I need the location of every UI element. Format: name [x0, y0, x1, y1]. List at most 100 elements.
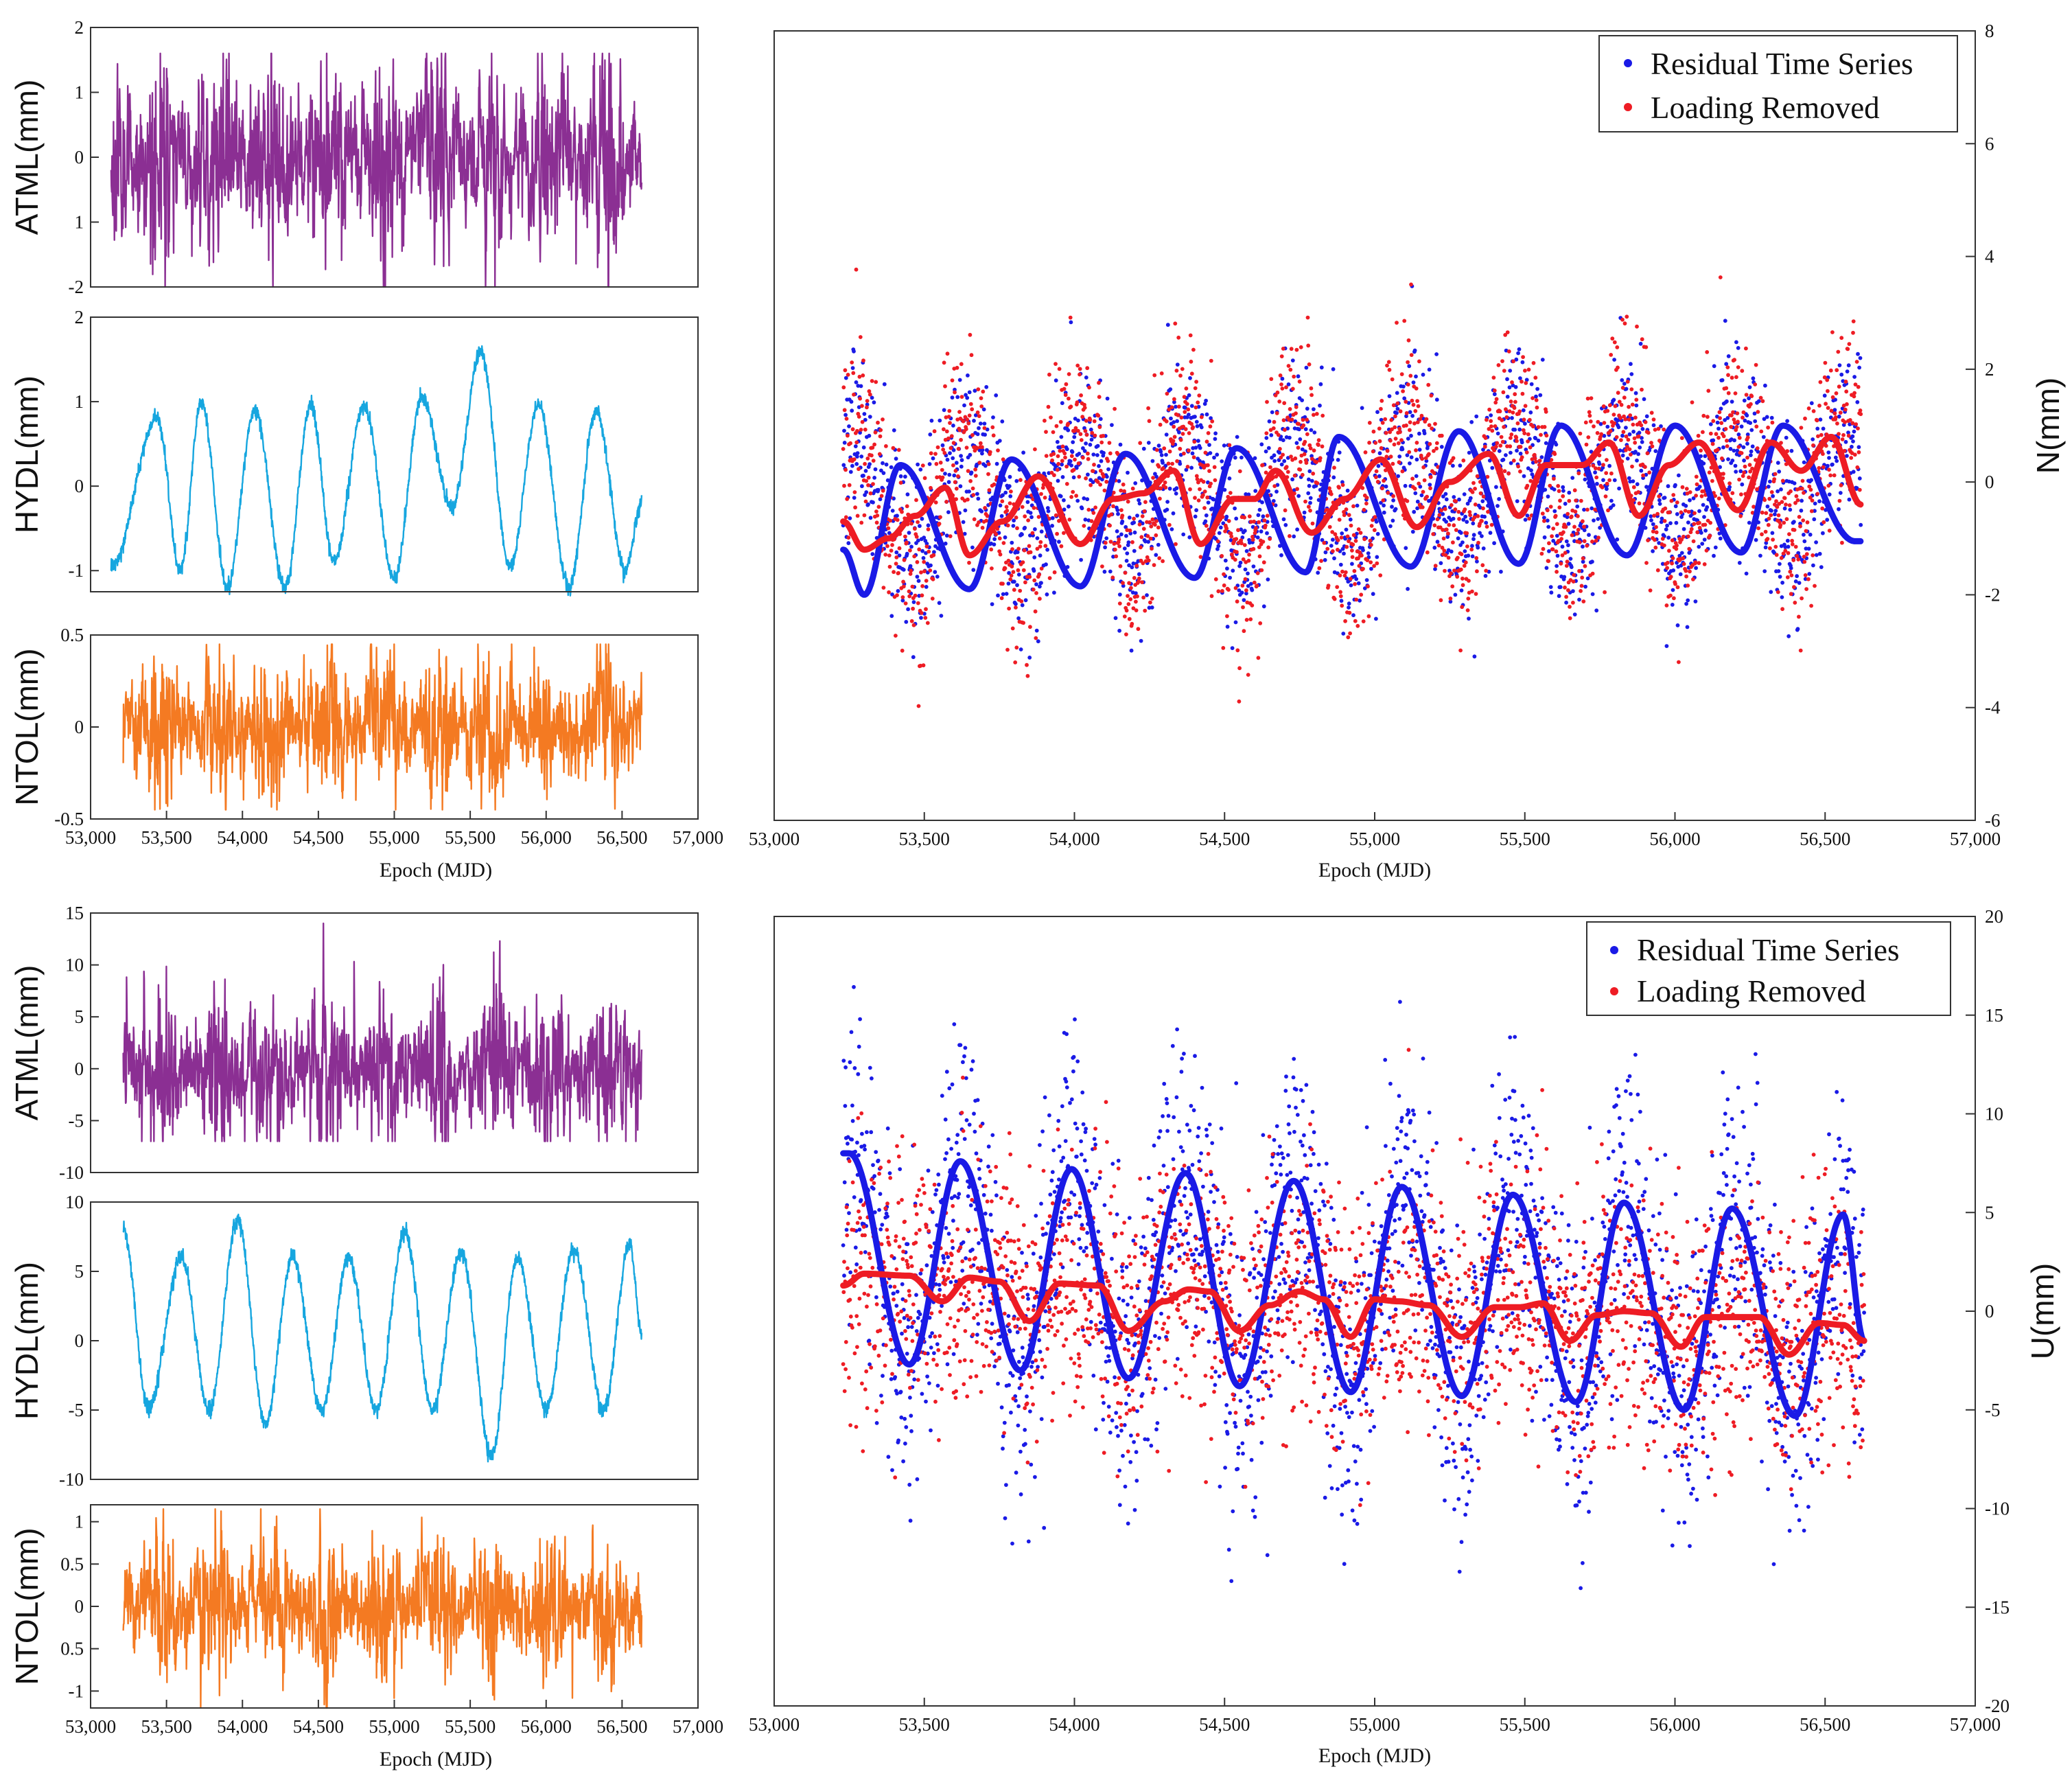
scatter-point [1817, 551, 1822, 556]
scatter-point [921, 556, 926, 560]
scatter-point [951, 424, 955, 428]
scatter-point [1763, 383, 1767, 388]
ytick-label: 0 [75, 717, 84, 737]
scatter-point [1710, 478, 1714, 483]
scatter-point [1029, 1462, 1034, 1467]
scatter-point [858, 335, 863, 339]
scatter-point [1567, 490, 1572, 495]
scatter-point [1331, 549, 1335, 553]
scatter-point [922, 569, 927, 574]
scatter-point [1514, 357, 1519, 362]
scatter-point [1583, 564, 1587, 568]
scatter-point [1523, 518, 1528, 522]
scatter-point [1124, 524, 1128, 529]
scatter-point [887, 590, 891, 594]
top-ntol-yticks: 0.50-0.5 [54, 625, 99, 829]
scatter-point [1431, 532, 1436, 536]
scatter-point [1509, 461, 1513, 465]
scatter-point [1342, 513, 1347, 518]
scatter-point [1788, 569, 1793, 574]
scatter-point [1817, 499, 1821, 504]
scatter-point [1176, 335, 1181, 340]
scatter-point [994, 532, 999, 537]
scatter-point [1096, 1229, 1101, 1234]
scatter-point [1082, 496, 1086, 500]
scatter-point [842, 428, 846, 433]
scatter-point [1505, 395, 1510, 399]
panel-top-hydl: 210-1 HYDL(mm) [9, 307, 699, 597]
scatter-point [1279, 462, 1284, 467]
scatter-point [1631, 485, 1636, 489]
scatter-point [1220, 459, 1224, 463]
scatter-point [846, 433, 850, 438]
scatter-point [1622, 395, 1627, 400]
scatter-point [977, 426, 981, 430]
scatter-point [1789, 566, 1793, 570]
scatter-point [895, 1392, 899, 1396]
scatter-point [1079, 557, 1083, 562]
scatter-point [1300, 398, 1304, 402]
scatter-point [919, 611, 924, 615]
scatter-point [929, 485, 933, 490]
scatter-point [1057, 367, 1062, 371]
scatter-point [1093, 1186, 1097, 1190]
scatter-point [1187, 535, 1192, 540]
scatter-point [1194, 380, 1198, 384]
scatter-point [1198, 459, 1202, 463]
scatter-point [861, 358, 865, 363]
scatter-point [1856, 450, 1861, 454]
scatter-point [1653, 428, 1657, 432]
scatter-point [1116, 1158, 1121, 1163]
scatter-point [1827, 456, 1831, 460]
scatter-point [1080, 1223, 1084, 1227]
scatter-point [1113, 616, 1118, 621]
scatter-point [1524, 450, 1529, 454]
scatter-point [1643, 420, 1648, 424]
scatter-point [1409, 455, 1414, 459]
scatter-point [1174, 492, 1178, 496]
scatter-point [1069, 404, 1073, 409]
scatter-point [1828, 368, 1833, 373]
scatter-point [1064, 1032, 1069, 1037]
scatter-point [957, 1192, 962, 1197]
scatter-point [907, 531, 911, 535]
scatter-point [1086, 457, 1091, 461]
scatter-point [1257, 554, 1262, 559]
scatter-point [1268, 537, 1272, 541]
scatter-point [850, 463, 854, 468]
scatter-point [1045, 592, 1049, 597]
scatter-point [1419, 413, 1424, 418]
scatter-point [1078, 432, 1083, 437]
scatter-point [1576, 527, 1581, 532]
scatter-point [1691, 577, 1695, 581]
scatter-point [908, 1519, 913, 1523]
scatter-point [946, 510, 951, 514]
scatter-point [954, 1140, 959, 1145]
scatter-point [1020, 532, 1024, 537]
scatter-point [1271, 498, 1276, 503]
scatter-point [1246, 584, 1250, 588]
scatter-point [1000, 499, 1005, 504]
scatter-point [1768, 479, 1772, 484]
scatter-point [1634, 403, 1639, 408]
scatter-point [1143, 608, 1148, 613]
scatter-point [1126, 594, 1130, 598]
scatter-point [1581, 559, 1585, 564]
scatter-point [860, 484, 864, 489]
scatter-point [1006, 558, 1011, 563]
scatter-point [872, 400, 876, 405]
scatter-point [935, 1342, 940, 1346]
scatter-point [927, 1381, 931, 1385]
scatter-point [890, 1468, 894, 1473]
scatter-point [1299, 459, 1303, 464]
scatter-point [1772, 477, 1777, 481]
scatter-point [871, 1186, 876, 1191]
scatter-point [1284, 385, 1288, 390]
scatter-point [1730, 376, 1734, 380]
scatter-point [1153, 522, 1157, 527]
scatter-point [1194, 405, 1198, 410]
scatter-point [1113, 406, 1117, 411]
scatter-point [1226, 588, 1231, 592]
scatter-point [951, 1219, 955, 1223]
scatter-point [1414, 374, 1418, 379]
